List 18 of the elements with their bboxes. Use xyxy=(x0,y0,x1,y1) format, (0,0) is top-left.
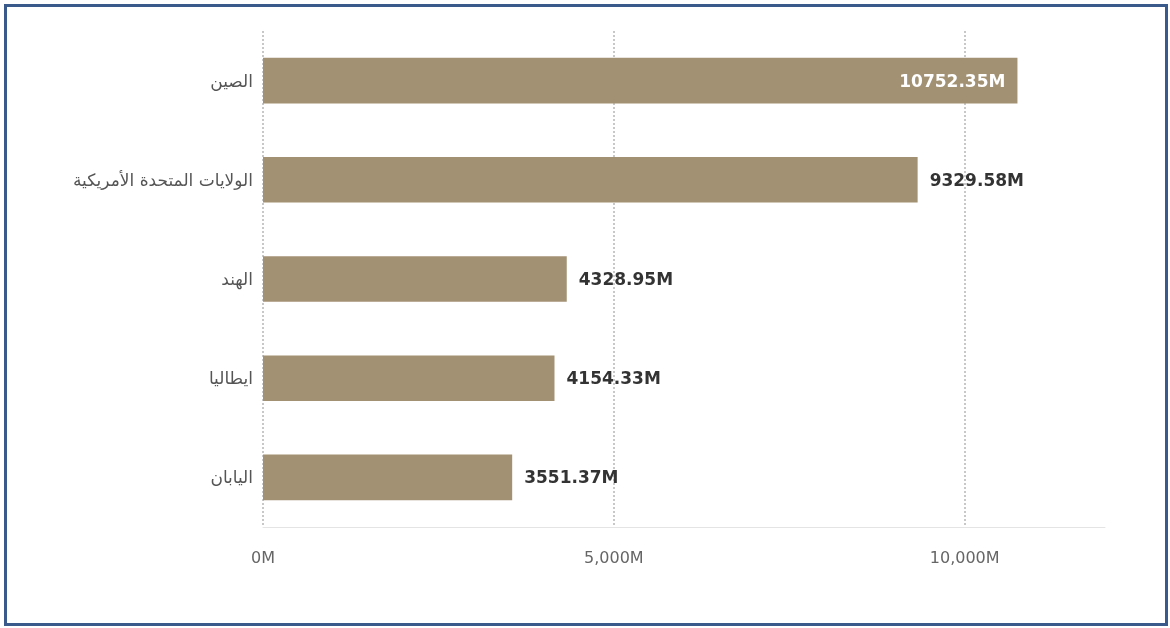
y-tick-label: الهند xyxy=(221,269,253,290)
data-label: 3551.37M xyxy=(524,467,619,488)
bar xyxy=(263,57,1018,104)
data-label: 4328.95M xyxy=(578,269,674,289)
bar xyxy=(263,156,918,203)
bar xyxy=(263,256,567,302)
y-tick-label: الصين xyxy=(210,70,253,91)
bar xyxy=(263,355,555,402)
data-label: 9329.58M xyxy=(929,169,1024,190)
x-tick-label: 10,000M xyxy=(929,547,1000,567)
x-tick-label: 0M xyxy=(251,547,275,567)
y-tick-label: الولايات المتحدة الأمريكية xyxy=(72,169,253,190)
data-label: 10752.35M xyxy=(899,70,1006,91)
x-tick-label: 5,000M xyxy=(584,547,644,567)
y-tick-label: ايطاليا xyxy=(208,368,253,389)
data-label: 4154.33M xyxy=(566,368,661,389)
bar xyxy=(263,454,513,501)
y-tick-label: اليابان xyxy=(210,467,253,488)
